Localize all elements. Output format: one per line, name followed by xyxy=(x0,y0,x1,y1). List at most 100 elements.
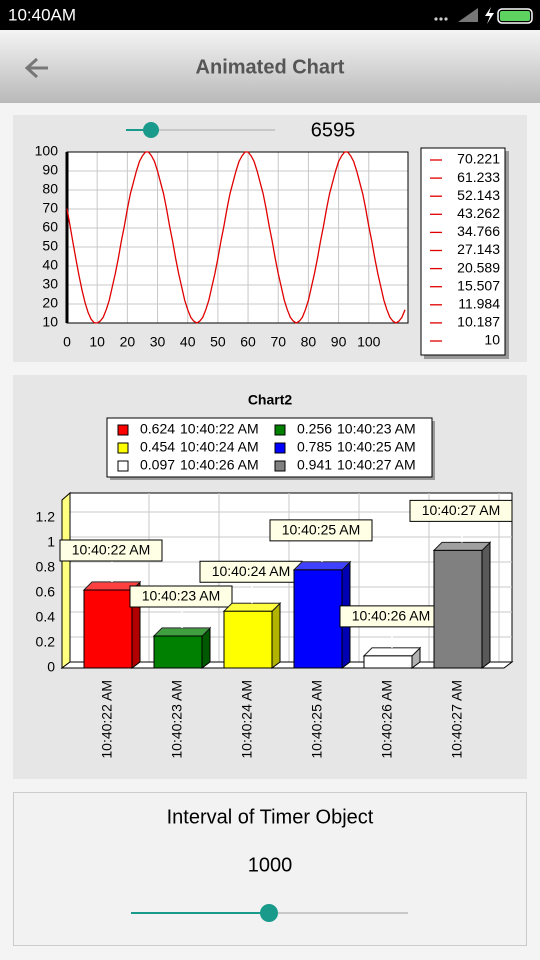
bar-side-shade xyxy=(272,603,280,668)
y-tick-label: 60 xyxy=(42,219,58,235)
bar xyxy=(363,655,413,669)
legend-category: 10:40:24 AM xyxy=(180,439,259,455)
x-tick-label: 10 xyxy=(89,334,105,350)
left-wall xyxy=(61,491,71,669)
bar-top-shade xyxy=(154,628,210,636)
y-tick-label: 30 xyxy=(42,276,58,292)
bar-top-shade xyxy=(84,582,140,590)
legend-label: 10.187 xyxy=(457,314,500,330)
timer-value: 1000 xyxy=(248,854,293,876)
value-label-box xyxy=(269,519,373,542)
legend-swatch xyxy=(274,442,286,454)
legend-label: 10 xyxy=(484,332,500,348)
legend xyxy=(106,417,433,478)
y-tick-label: 70 xyxy=(42,200,58,216)
bar xyxy=(223,610,273,669)
y-tick-label: 0.2 xyxy=(36,634,56,650)
status-icons xyxy=(434,7,533,24)
x-tick-label: 30 xyxy=(150,334,166,350)
y-tick-label: 80 xyxy=(42,181,58,197)
legend-label: 27.143 xyxy=(457,241,500,257)
x-tick-label: 80 xyxy=(301,334,317,350)
x-tick-label: 60 xyxy=(240,334,256,350)
timer-label: Interval of Timer Object xyxy=(167,806,374,828)
legend-value: 0.785 xyxy=(297,439,332,455)
y-tick-label: 0.6 xyxy=(36,584,56,600)
x-tick-label: 40 xyxy=(180,334,196,350)
app-bar xyxy=(0,30,540,103)
value-label: 10:40:25 AM xyxy=(282,522,361,538)
x-tick-label: 10:40:27 AM xyxy=(449,680,465,759)
legend-label: 15.507 xyxy=(457,277,500,293)
x-tick-label: 10:40:24 AM xyxy=(239,680,255,759)
bar xyxy=(83,589,133,669)
x-tick-label: 20 xyxy=(120,334,136,350)
bar-chart: 0.624 10:40:22 AM 0.256 10:40:23 AM 0.454 10:… xyxy=(36,417,514,759)
x-tick-label: 90 xyxy=(331,334,347,350)
legend-label: 34.766 xyxy=(457,223,500,239)
value-label: 10:40:24 AM xyxy=(212,563,291,579)
legend-label: 52.143 xyxy=(457,187,500,203)
value-label: 10:40:27 AM xyxy=(422,502,501,518)
timer-slider[interactable] xyxy=(131,904,408,922)
y-tick-label: 1 xyxy=(47,534,55,550)
y-tick-label: 50 xyxy=(42,238,58,254)
bar-side-shade xyxy=(412,647,420,668)
app-title: Animated Chart xyxy=(196,56,345,78)
bar xyxy=(153,635,203,669)
legend-swatch xyxy=(274,460,286,472)
y-tick-label: 90 xyxy=(42,162,58,178)
value-label: 10:40:23 AM xyxy=(142,588,221,604)
y-tick-label: 1.2 xyxy=(36,509,56,525)
x-tick-label: 10:40:22 AM xyxy=(99,680,115,759)
legend-category: 10:40:27 AM xyxy=(337,457,416,473)
y-tick-label: 100 xyxy=(35,143,59,159)
legend-value: 0.454 xyxy=(140,439,175,455)
y-tick-label: 0.4 xyxy=(36,609,56,625)
value-label-box xyxy=(129,585,233,608)
bar-chart-title: Chart2 xyxy=(248,392,293,408)
legend-category: 10:40:22 AM xyxy=(180,421,259,437)
x-tick-label: 50 xyxy=(210,334,226,350)
x-tick-label: 10:40:25 AM xyxy=(309,680,325,759)
plot-area xyxy=(67,152,408,323)
bar-side-shade xyxy=(482,542,490,668)
legend xyxy=(420,147,506,356)
status-time: 10:40AM xyxy=(8,5,76,24)
legend-swatch xyxy=(117,442,129,454)
bar-top-shade xyxy=(224,603,280,612)
bar xyxy=(433,549,483,669)
y-tick-label: 0 xyxy=(47,659,55,675)
legend-label: 61.233 xyxy=(457,169,500,185)
value-label: 10:40:26 AM xyxy=(352,608,431,624)
speed-slider[interactable] xyxy=(126,122,275,138)
status-bar xyxy=(0,0,540,30)
x-tick-label: 10:40:26 AM xyxy=(379,680,395,759)
bar-top-shade xyxy=(294,561,350,570)
legend-value: 0.624 xyxy=(140,421,175,437)
legend-value: 0.941 xyxy=(297,457,332,473)
legend-swatch xyxy=(117,460,129,472)
bar-top-shade xyxy=(364,647,420,656)
line-chart: 10 20 30 40 50 60 70 80 90 100 0 10 20 30 40 50 60 70 80 90… xyxy=(35,143,509,359)
x-tick-label: 0 xyxy=(63,334,71,350)
back-button[interactable] xyxy=(24,57,48,79)
y-tick-label: 20 xyxy=(42,295,58,311)
legend-swatch xyxy=(117,424,129,436)
legend-category: 10:40:23 AM xyxy=(337,421,416,437)
bar-side-shade xyxy=(202,628,210,668)
y-tick-label: 40 xyxy=(42,257,58,273)
legend-label: 70.221 xyxy=(457,151,500,167)
legend-category: 10:40:25 AM xyxy=(337,439,416,455)
legend-swatch xyxy=(274,424,286,436)
legend-value: 0.097 xyxy=(140,457,175,473)
bar-top-shade xyxy=(434,542,490,551)
y-tick-label: 0.8 xyxy=(36,559,56,575)
value-label: 10:40:22 AM xyxy=(72,542,151,558)
legend-label: 43.262 xyxy=(457,205,500,221)
legend-value: 0.256 xyxy=(297,421,332,437)
x-tick-label: 70 xyxy=(270,334,286,350)
value-label-box xyxy=(409,499,513,522)
